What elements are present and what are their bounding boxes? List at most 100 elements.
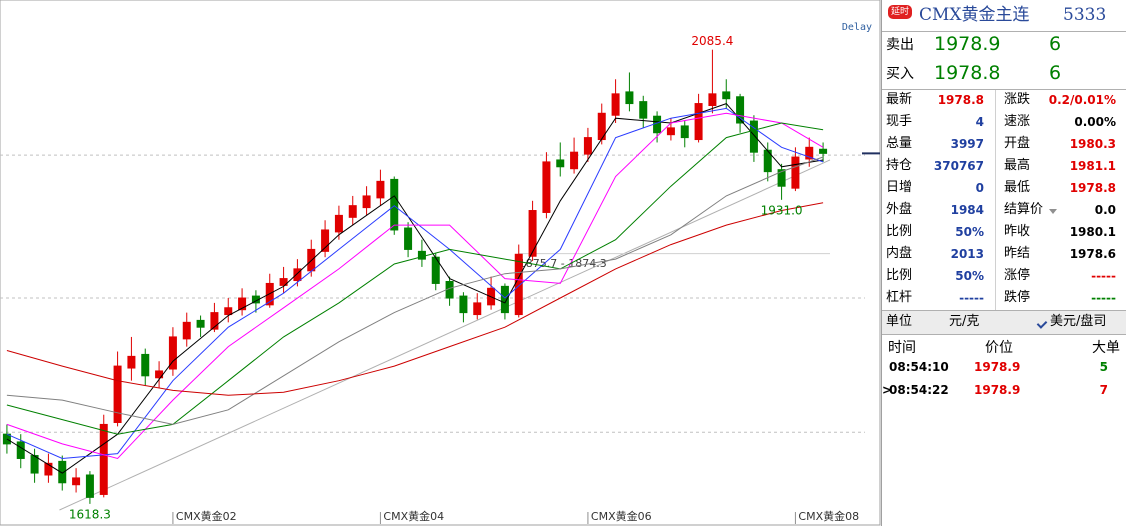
divider xyxy=(882,89,1126,90)
candle-body xyxy=(141,353,150,377)
candle-body xyxy=(238,297,247,311)
instrument-code: 5333 xyxy=(1063,5,1107,25)
stat-value: 0.2/0.01% xyxy=(1048,93,1116,107)
delay-badge: 延时 xyxy=(888,5,913,19)
moving-average xyxy=(6,122,824,435)
candle-body xyxy=(528,210,537,257)
candle-body xyxy=(321,229,330,252)
trades-header: 大单 xyxy=(1092,340,1120,356)
stat-label: 外盘 xyxy=(886,202,913,217)
candle-body xyxy=(680,125,689,139)
delay-label: Delay xyxy=(842,22,872,33)
trade-price: 1978.9 xyxy=(974,360,1021,374)
candle-body xyxy=(556,159,565,168)
candle-body xyxy=(666,127,675,136)
candle-body xyxy=(72,477,81,486)
stat-value: 1980.3 xyxy=(1069,137,1116,151)
candle-body xyxy=(334,214,343,233)
trade-price: 1978.9 xyxy=(974,383,1021,397)
trendline xyxy=(59,159,831,511)
candle-body xyxy=(694,103,703,141)
stat-label: 日增 xyxy=(886,180,913,195)
candle-body xyxy=(417,250,426,260)
candle-body xyxy=(736,96,745,124)
candle-body xyxy=(210,312,219,330)
candle-body xyxy=(99,423,108,495)
stat-label: 杠杆 xyxy=(886,290,913,305)
chart-frame xyxy=(0,0,881,526)
stat-label: 最低 xyxy=(1004,180,1031,195)
candle-body xyxy=(459,295,468,314)
stat-label: 昨结 xyxy=(1004,246,1031,261)
stat-value: 3997 xyxy=(950,137,984,151)
candle-body xyxy=(708,93,717,107)
stat-label: 总量 xyxy=(886,136,913,151)
price-annotation: 2085.4 xyxy=(691,34,733,48)
stat-label: 跌停 xyxy=(1004,290,1031,305)
quote-label: 卖出 xyxy=(886,37,914,53)
candle-body xyxy=(127,355,136,369)
quote-panel: 延时 CMX黄金主连 5333 卖出 1978.9 6 买入 1978.8 6 最新 1978.8 涨… xyxy=(881,0,1126,526)
candle-body xyxy=(583,137,592,155)
price-annotation: 1931.0 xyxy=(761,203,803,217)
stat-label: 涨停 xyxy=(1004,268,1031,283)
stat-label: 涨跌 xyxy=(1004,92,1031,107)
quote-volume: 6 xyxy=(1049,62,1062,84)
candle-body xyxy=(113,365,122,423)
candle-body xyxy=(473,302,482,316)
stat-value: 50% xyxy=(955,225,984,239)
candle-body xyxy=(639,101,648,119)
stat-value: 0.0 xyxy=(1094,203,1116,217)
candle-body xyxy=(16,441,25,459)
kline-chart: Delay CMX黄金02 CMX黄金04 CMX黄金06 CMX黄金081875.7… xyxy=(0,0,881,526)
candle-body xyxy=(196,319,205,328)
stat-value: 2013 xyxy=(950,247,984,261)
stat-label: 昨收 xyxy=(1004,224,1031,239)
unit-value: 元/克 xyxy=(949,314,980,329)
quote-volume: 6 xyxy=(1049,33,1062,55)
stat-value: 1980.1 xyxy=(1069,225,1116,239)
unit-row xyxy=(882,311,1126,334)
menu-arrow xyxy=(1049,209,1057,214)
stat-value: ----- xyxy=(1091,291,1116,305)
x-tick-label: CMX黄金06 xyxy=(591,509,652,523)
candle-body xyxy=(777,169,786,187)
moving-average xyxy=(6,156,824,425)
stat-label: 最高 xyxy=(1004,158,1031,173)
stat-label: 现手 xyxy=(886,114,913,129)
stat-value: 1978.8 xyxy=(937,93,984,107)
stat-value: 1984 xyxy=(950,203,984,217)
trades-header: 价位 xyxy=(985,340,1013,356)
quote-label: 买入 xyxy=(886,66,914,82)
trade-marker: > xyxy=(882,383,893,397)
instrument-title: CMX黄金主连 xyxy=(919,5,1030,25)
candle-body xyxy=(390,178,399,231)
stat-value: 370767 xyxy=(933,159,984,173)
candle-body xyxy=(805,146,814,160)
unit-option[interactable]: 美元/盘司 xyxy=(1050,314,1107,329)
candle-body xyxy=(376,180,385,199)
quote-price: 1978.9 xyxy=(934,33,1001,55)
x-tick-label: CMX黄金08 xyxy=(798,509,859,523)
divider xyxy=(882,31,1126,32)
stat-label: 最新 xyxy=(886,92,913,107)
unit-label: 单位 xyxy=(886,314,913,329)
candle-body xyxy=(58,460,67,484)
x-tick-label: CMX黄金02 xyxy=(176,509,237,523)
stat-value: ----- xyxy=(959,291,984,305)
candle-body xyxy=(30,455,39,474)
trades-header: 时间 xyxy=(888,340,916,356)
candle-body xyxy=(749,120,758,153)
candle-body xyxy=(182,321,191,340)
stat-value: 0.00% xyxy=(1074,115,1116,129)
stat-value: ----- xyxy=(1091,269,1116,283)
trade-time: 08:54:10 xyxy=(889,360,949,374)
candle-body xyxy=(542,161,551,213)
candle-body xyxy=(514,253,523,316)
moving-average xyxy=(6,107,824,460)
candle-body xyxy=(819,148,828,154)
candle-body xyxy=(348,205,357,218)
trade-size: 5 xyxy=(1099,360,1108,374)
stat-value: 50% xyxy=(955,269,984,283)
